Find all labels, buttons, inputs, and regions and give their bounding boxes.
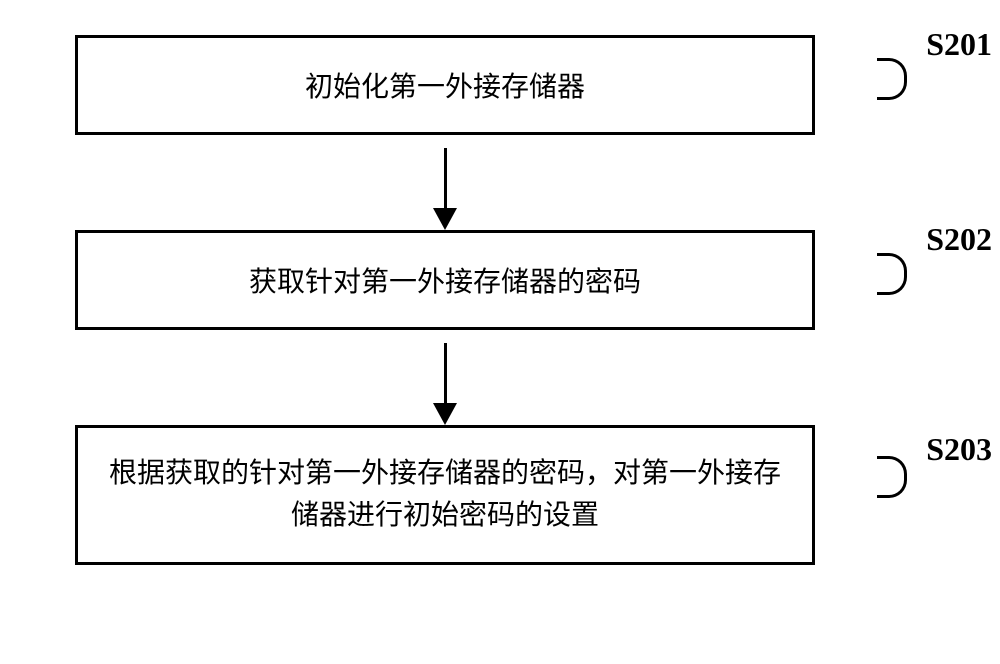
- step-1-label: S201: [926, 26, 992, 63]
- step-2-label: S202: [926, 221, 992, 258]
- step-3-text: 根据获取的针对第一外接存储器的密码，对第一外接存储器进行初始密码的设置: [108, 453, 782, 537]
- flowchart-step-1: 初始化第一外接存储器 S201: [75, 35, 815, 135]
- flowchart-container: 初始化第一外接存储器 S201 获取针对第一外接存储器的密码 S202 根据获取…: [75, 35, 925, 565]
- label-connector-1: [877, 58, 907, 100]
- arrow-head: [433, 208, 457, 230]
- flowchart-step-2: 获取针对第一外接存储器的密码 S202: [75, 230, 815, 330]
- step-2-text: 获取针对第一外接存储器的密码: [249, 260, 641, 300]
- label-connector-3: [877, 456, 907, 498]
- step-1-text: 初始化第一外接存储器: [305, 65, 585, 105]
- step-3-label: S203: [926, 425, 992, 473]
- arrow-2: [75, 330, 815, 425]
- arrow-line: [444, 148, 447, 218]
- flowchart-step-3: 根据获取的针对第一外接存储器的密码，对第一外接存储器进行初始密码的设置 S203: [75, 425, 815, 565]
- arrow-head: [433, 403, 457, 425]
- label-connector-2: [877, 253, 907, 295]
- arrow-1: [75, 135, 815, 230]
- arrow-line: [444, 343, 447, 413]
